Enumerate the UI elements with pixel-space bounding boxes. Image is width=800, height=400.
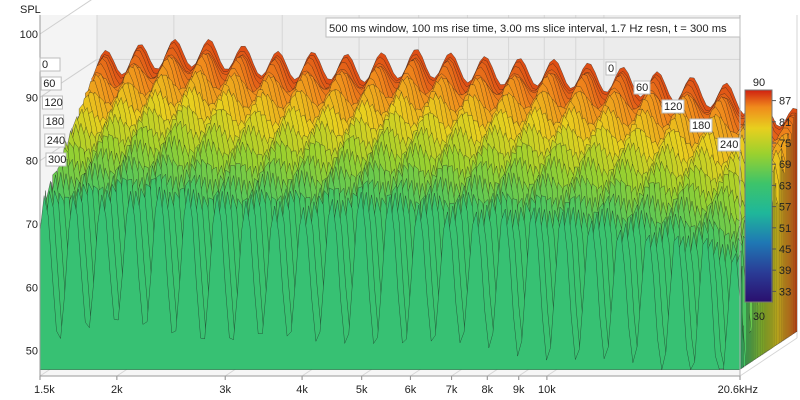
x-tick-label: 20.6kHz (718, 384, 758, 396)
time-tick-label-left: 180 (46, 116, 64, 128)
axes: 50 60 70 80 90 100 1.5k 2k 3k 4k 5k 6k 7k 8k 9k 10k 20.6… (20, 15, 769, 396)
x-tick-label: 10k (538, 384, 556, 396)
colorbar-label: 30 (753, 311, 765, 323)
time-tick-box-right (661, 99, 685, 114)
y-axis-label: SPL (20, 4, 41, 16)
time-tick-label-right: 120 (664, 101, 682, 113)
time-tick-box-left (45, 152, 67, 167)
time-tick-label-left: 120 (44, 97, 62, 109)
colorbar-label: 90 (753, 77, 765, 89)
x-tick-label: 7k (446, 384, 458, 396)
x-tick-label: 9k (513, 384, 525, 396)
x-tick-label: 1.5k (34, 384, 55, 396)
colorbar-label: 75 (779, 138, 791, 150)
time-tick-box-right (717, 137, 741, 152)
time-tick-box-left (40, 76, 62, 91)
time-tick-box-right (605, 61, 617, 76)
grid-line-y (39, 58, 98, 98)
time-tick-box-left (39, 57, 61, 72)
colorbar-gradient (744, 89, 773, 303)
y-tick-label: 60 (26, 282, 38, 294)
chart-title: 500 ms window, 100 ms rise time, 3.00 ms… (329, 23, 727, 35)
x-tick-label: 3k (219, 384, 231, 396)
time-tick-box-left (41, 95, 63, 110)
time-tick-label-left: 300 (48, 154, 66, 166)
waterfall-surface (39, 38, 798, 371)
colorbar-label: 63 (779, 180, 791, 192)
time-tick-box-left (44, 133, 66, 148)
colorbar-label: 87 (779, 96, 791, 108)
title-box: 500 ms window, 100 ms rise time, 3.00 ms… (325, 17, 741, 38)
colorbar-label: 39 (779, 265, 791, 277)
x-tick-label: 5k (356, 384, 368, 396)
time-tick-box-left (43, 114, 65, 129)
colorbar: 90 87 81 75 69 63 57 51 45 39 33 30 (744, 77, 791, 323)
y-tick-label: 100 (20, 29, 38, 41)
colorbar-label: 33 (779, 286, 791, 298)
time-tick-label-left: 0 (42, 59, 48, 71)
y-tick-label: 50 (26, 346, 38, 358)
time-tick-label-right: 180 (692, 120, 710, 132)
waterfall-slice (39, 186, 741, 371)
time-tick-label-right: 240 (720, 139, 738, 151)
grid-line-x-floor (739, 337, 798, 377)
x-tick-label: 6k (405, 384, 417, 396)
time-tick-label-right: 60 (636, 82, 648, 94)
colorbar-label: 57 (779, 202, 791, 214)
time-tick-box-right (689, 118, 713, 133)
x-tick-label: 8k (481, 384, 493, 396)
time-tick-label-left: 240 (47, 135, 65, 147)
y-tick-label: 80 (26, 156, 38, 168)
colorbar-label: 69 (779, 159, 791, 171)
time-tick-label-left: 60 (43, 78, 55, 90)
x-tick-label: 4k (296, 384, 308, 396)
colorbar-label: 81 (779, 117, 791, 129)
colorbar-label: 51 (779, 223, 791, 235)
time-tick-box-right (633, 80, 651, 95)
grid-line-y (39, 0, 92, 35)
y-tick-label: 70 (26, 219, 38, 231)
time-tick-label-right: 0 (608, 63, 614, 75)
x-tick-label: 2k (111, 384, 123, 396)
colorbar-label: 45 (779, 244, 791, 256)
colorbar-labels: 90 87 81 75 69 63 57 51 45 39 33 30 (753, 77, 791, 323)
y-tick-label: 90 (26, 92, 38, 104)
